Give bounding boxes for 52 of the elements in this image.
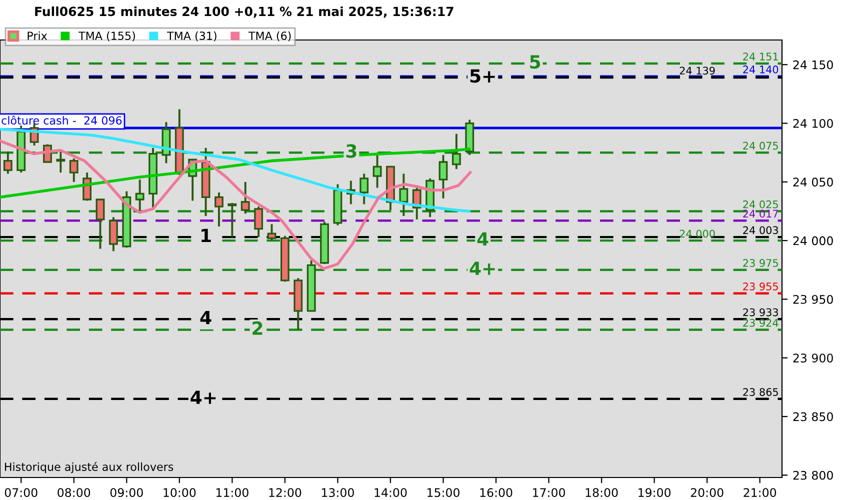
ref-line-label: 24 140 [743,66,778,74]
x-tick-label: 10:00 [164,488,196,498]
x-tick-label: 19:00 [638,488,671,498]
ref-line-label: 24 139 [680,66,715,75]
ref-line-label: 24 003 [743,226,778,234]
annotation: 3 [346,144,356,158]
ref-line-label: 24 025 [743,200,778,208]
ref-line-label: 24 151 [743,52,778,60]
x-tick-label: 09:00 [110,488,143,498]
ref-line-label: 24 075 [743,142,778,150]
annotation: 1 [202,228,211,242]
x-tick-label: 14:00 [374,488,407,498]
x-tick-label: 08:00 [58,488,90,498]
y-tick-label: 23 900 [793,354,833,363]
x-tick-label: 17:00 [533,488,565,498]
annotation: 2 [252,321,262,335]
annotation: 4 [477,232,488,246]
legend-label: Prix [28,31,48,40]
ref-line-label: 23 933 [743,308,778,316]
chart-title: Full0625 15 minutes 24 100 +0,11 % 21 mai 2025, 15:36:17 [35,6,454,18]
ref-line-label: 24 017 [743,210,778,218]
y-tick-label: 24 050 [793,178,833,187]
ref-line-label: 23 865 [743,388,778,396]
annotation: Historique ajusté aux rollovers [5,462,174,474]
x-tick-label: 11:00 [216,488,248,498]
ref-line-label: 24 000 [680,230,715,238]
ref-line-label: 23 975 [743,259,778,267]
x-tick-label: 21:00 [744,488,776,498]
y-tick-label: 23 800 [793,470,833,480]
ref-line-label: 23 924 [743,318,778,327]
x-tick-label: 18:00 [586,488,618,498]
legend-label: TMA (6) [248,31,291,42]
x-tick-label: 12:00 [269,488,302,498]
annotation: 4+ [470,262,495,275]
x-tick-label: 16:00 [480,488,512,498]
x-tick-label: 15:00 [428,488,460,498]
x-tick-label: 20:00 [690,488,724,498]
annotation: 5 [530,55,540,69]
y-tick-label: 24 150 [793,60,833,70]
ref-line-label: clôture cash - 24 096 [2,116,122,125]
y-tick-label: 23 850 [793,412,833,422]
y-tick-label: 23 950 [793,294,833,304]
annotation: 5+ [470,69,495,83]
y-tick-label: 24 000 [793,236,833,246]
legend-label: TMA (31) [166,31,216,42]
x-tick-label: 13:00 [322,488,354,498]
y-tick-label: 24 100 [793,119,833,128]
annotation: 4+ [190,390,216,404]
ref-line-label: 23 955 [743,282,778,290]
x-tick-label: 07:00 [4,488,38,498]
legend-label: TMA (155) [78,31,135,42]
annotation: 4 [200,310,212,324]
